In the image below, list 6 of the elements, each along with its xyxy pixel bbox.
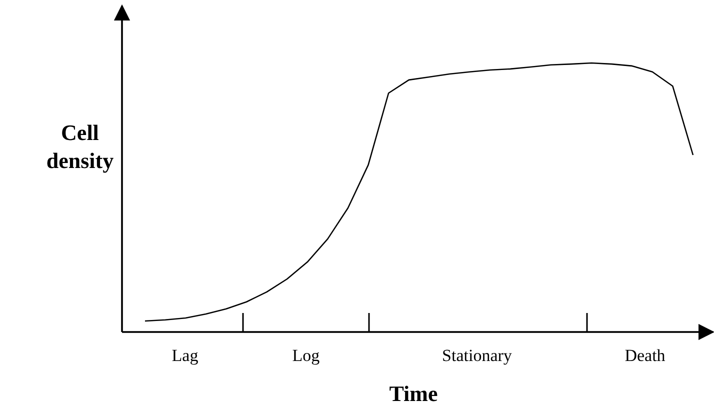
y-axis-title: Cell density [46,120,114,173]
x-axis-title: Time [389,381,438,406]
text: Log [292,346,320,365]
text: Lag [172,346,199,365]
text: Death [624,346,666,365]
text: Stationary [442,346,512,365]
